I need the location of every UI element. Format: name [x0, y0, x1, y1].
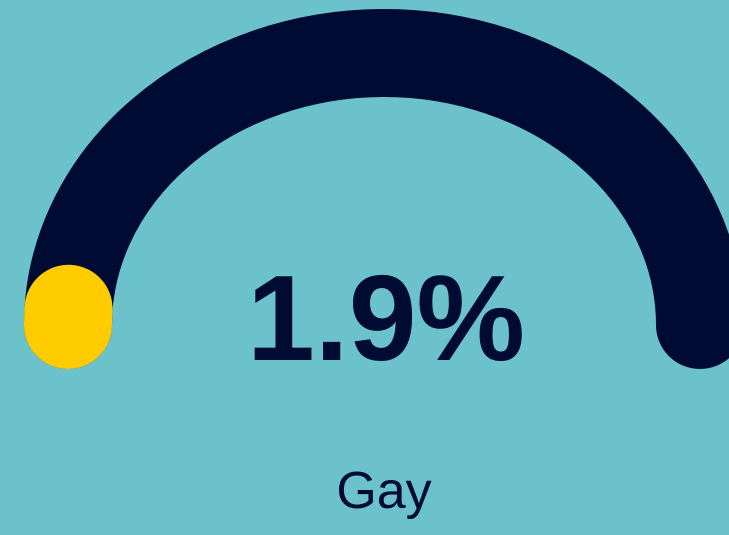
- gauge-label: Gay: [336, 462, 431, 520]
- gauge-fill: [24, 264, 113, 369]
- gauge-track: [24, 9, 729, 369]
- value-label: 1.9%: [247, 250, 525, 386]
